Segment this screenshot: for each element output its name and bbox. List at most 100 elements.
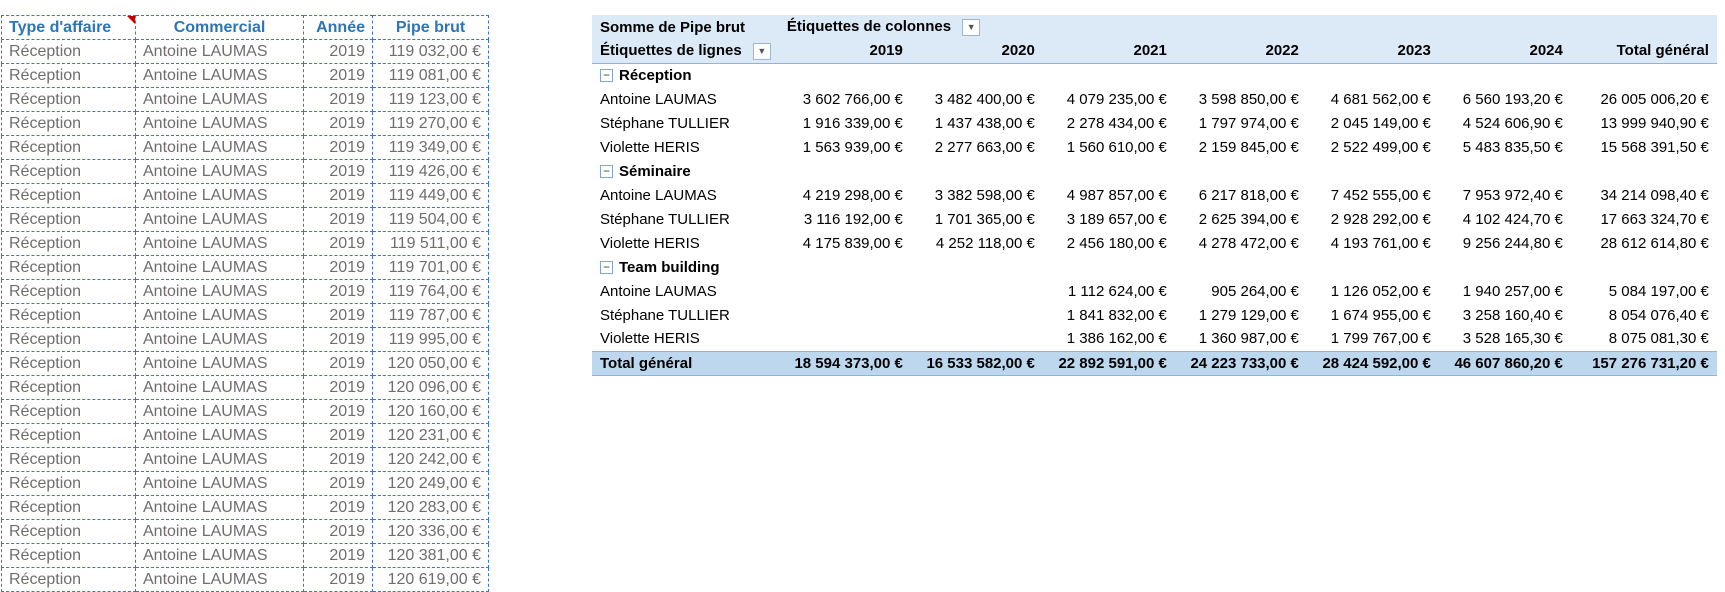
pivot-col-header-2022[interactable]: 2022 — [1174, 39, 1307, 64]
pivot-value-cell[interactable]: 1 360 987,00 € — [1198, 330, 1299, 348]
table-cell[interactable]: Réception — [1, 519, 136, 544]
pivot-value-cell[interactable]: 9 256 244,80 € — [1462, 234, 1563, 252]
table-cell[interactable]: Antoine LAUMAS — [135, 447, 304, 472]
pivot-value-cell[interactable]: 2 159 845,00 € — [1198, 138, 1299, 156]
table-cell[interactable]: 120 050,00 € — [372, 351, 489, 376]
table-cell[interactable]: Réception — [1, 375, 136, 400]
pivot-value-cell[interactable]: 1 386 162,00 € — [1066, 330, 1167, 348]
table-cell[interactable]: Antoine LAUMAS — [135, 495, 304, 520]
column-header-type-affaire[interactable]: Type d'affaire — [1, 15, 136, 40]
pivot-value-cell[interactable]: 157 276 731,20 € — [1570, 350, 1717, 376]
table-cell[interactable]: Réception — [1, 303, 136, 328]
table-cell[interactable]: Réception — [1, 135, 136, 160]
pivot-row-label[interactable]: Violette HERIS — [600, 234, 700, 252]
table-cell[interactable]: Antoine LAUMAS — [135, 567, 304, 592]
pivot-value-cell[interactable]: 4 681 562,00 € — [1330, 90, 1431, 108]
pivot-value-cell[interactable] — [779, 279, 911, 303]
pivot-value-cell[interactable]: 1 112 624,00 € — [1067, 282, 1167, 300]
table-cell[interactable]: Antoine LAUMAS — [135, 111, 304, 136]
table-cell[interactable]: Antoine LAUMAS — [135, 135, 304, 160]
pivot-value-cell[interactable]: 3 382 598,00 € — [934, 186, 1035, 204]
pivot-value-cell[interactable]: 6 560 193,20 € — [1462, 90, 1563, 108]
table-cell[interactable]: 2019 — [303, 111, 373, 136]
table-cell[interactable]: Antoine LAUMAS — [135, 423, 304, 448]
table-cell[interactable]: 119 123,00 € — [372, 87, 489, 112]
pivot-value-cell[interactable]: 1 126 052,00 € — [1330, 282, 1431, 300]
pivot-value-cell[interactable]: 1 563 939,00 € — [802, 138, 903, 156]
pivot-value-cell[interactable] — [911, 303, 1043, 327]
table-cell[interactable]: Antoine LAUMAS — [135, 279, 304, 304]
table-cell[interactable]: Réception — [1, 495, 136, 520]
pivot-value-cell[interactable] — [1043, 255, 1175, 279]
table-cell[interactable]: 120 283,00 € — [372, 495, 489, 520]
pivot-value-cell[interactable]: 3 602 766,00 € — [802, 90, 903, 108]
table-cell[interactable]: Réception — [1, 543, 136, 568]
table-cell[interactable]: 120 096,00 € — [372, 375, 489, 400]
table-cell[interactable]: Antoine LAUMAS — [135, 231, 304, 256]
pivot-value-cell[interactable]: 4 278 472,00 € — [1198, 234, 1299, 252]
pivot-value-cell[interactable] — [779, 327, 911, 351]
pivot-value-cell[interactable] — [1307, 159, 1439, 183]
table-cell[interactable]: 120 242,00 € — [372, 447, 489, 472]
pivot-value-cell[interactable] — [779, 159, 911, 183]
table-cell[interactable]: 120 231,00 € — [372, 423, 489, 448]
table-cell[interactable]: Antoine LAUMAS — [135, 159, 304, 184]
table-cell[interactable]: Réception — [1, 327, 136, 352]
pivot-value-cell[interactable]: 3 116 192,00 € — [803, 210, 903, 228]
pivot-value-cell[interactable]: 28 612 614,80 € — [1600, 234, 1709, 252]
table-cell[interactable]: Réception — [1, 111, 136, 136]
pivot-value-cell[interactable]: 1 799 767,00 € — [1330, 330, 1431, 348]
table-cell[interactable]: 2019 — [303, 327, 373, 352]
pivot-value-cell[interactable]: 4 102 424,70 € — [1462, 210, 1563, 228]
pivot-group-label[interactable]: − Team building — [592, 255, 779, 279]
table-cell[interactable]: Réception — [1, 39, 136, 64]
table-cell[interactable]: 2019 — [303, 159, 373, 184]
table-cell[interactable]: 120 249,00 € — [372, 471, 489, 496]
table-cell[interactable]: Réception — [1, 567, 136, 592]
pivot-value-cell[interactable]: 4 252 118,00 € — [935, 234, 1035, 252]
pivot-value-cell[interactable]: 1 701 365,00 € — [934, 210, 1035, 228]
pivot-value-cell[interactable] — [1439, 159, 1571, 183]
table-cell[interactable]: Réception — [1, 447, 136, 472]
table-cell[interactable]: Réception — [1, 471, 136, 496]
pivot-value-cell[interactable]: 1 940 257,00 € — [1462, 282, 1563, 300]
table-cell[interactable]: 2019 — [303, 63, 373, 88]
pivot-value-cell[interactable]: 3 189 657,00 € — [1066, 210, 1167, 228]
pivot-value-cell[interactable]: 1 841 832,00 € — [1066, 306, 1167, 324]
pivot-value-cell[interactable]: 8 054 076,40 € — [1608, 306, 1709, 324]
pivot-value-cell[interactable] — [911, 63, 1043, 87]
pivot-value-cell[interactable] — [911, 159, 1043, 183]
pivot-group-label[interactable]: − Séminaire — [592, 159, 779, 183]
pivot-value-cell[interactable] — [779, 303, 911, 327]
table-cell[interactable]: 119 032,00 € — [372, 39, 489, 64]
table-cell[interactable]: Antoine LAUMAS — [135, 519, 304, 544]
pivot-col-header-2024[interactable]: 2024 — [1438, 39, 1571, 64]
table-cell[interactable]: 120 381,00 € — [372, 543, 489, 568]
table-cell[interactable]: Réception — [1, 399, 136, 424]
pivot-value-cell[interactable]: 1 437 438,00 € — [934, 114, 1035, 132]
table-cell[interactable]: 119 270,00 € — [372, 111, 489, 136]
table-cell[interactable]: 120 160,00 € — [372, 399, 489, 424]
table-cell[interactable]: 2019 — [303, 399, 373, 424]
pivot-row-label[interactable]: Stéphane TULLIER — [600, 210, 730, 228]
pivot-group-label[interactable]: − Réception — [592, 63, 779, 87]
pivot-col-header-2019[interactable]: 2019 — [778, 39, 911, 64]
pivot-value-cell[interactable]: 1 797 974,00 € — [1198, 114, 1299, 132]
pivot-value-cell[interactable]: 4 079 235,00 € — [1066, 90, 1167, 108]
table-cell[interactable]: 120 336,00 € — [372, 519, 489, 544]
pivot-value-cell[interactable]: 2 928 292,00 € — [1330, 210, 1431, 228]
table-cell[interactable]: Réception — [1, 279, 136, 304]
table-cell[interactable]: Réception — [1, 63, 136, 88]
table-cell[interactable]: 119 349,00 € — [372, 135, 489, 160]
table-cell[interactable]: 119 764,00 € — [372, 279, 489, 304]
pivot-value-cell[interactable]: 28 424 592,00 € — [1306, 350, 1439, 376]
column-header-annee[interactable]: Année — [303, 15, 373, 40]
table-cell[interactable]: Antoine LAUMAS — [135, 207, 304, 232]
pivot-value-cell[interactable]: 4 193 761,00 € — [1330, 234, 1431, 252]
table-cell[interactable]: Antoine LAUMAS — [135, 63, 304, 88]
table-cell[interactable]: Réception — [1, 159, 136, 184]
table-cell[interactable]: 119 449,00 € — [372, 183, 489, 208]
table-cell[interactable]: 119 081,00 € — [372, 63, 489, 88]
pivot-row-label[interactable]: Stéphane TULLIER — [600, 114, 730, 132]
table-cell[interactable]: Antoine LAUMAS — [135, 327, 304, 352]
